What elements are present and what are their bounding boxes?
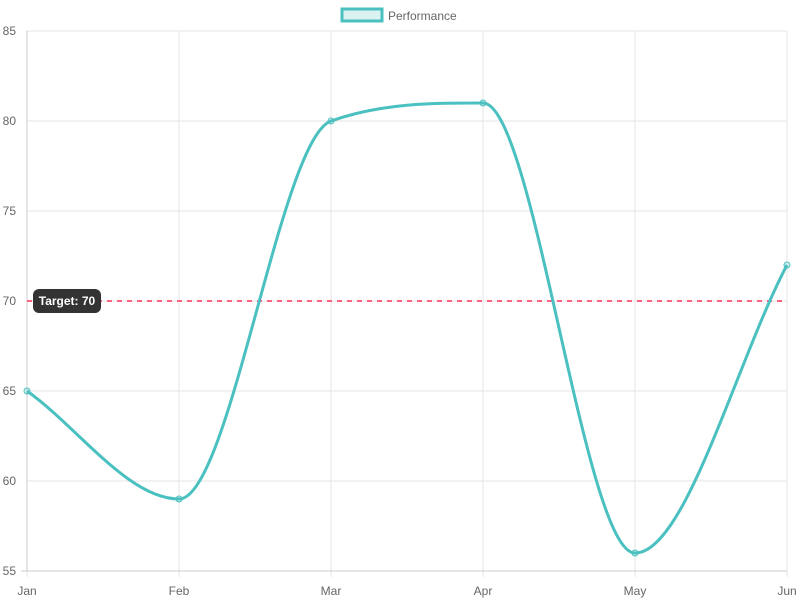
data-point[interactable]: [327, 117, 335, 125]
x-tick-label: Apr: [474, 584, 493, 598]
data-point[interactable]: [631, 549, 639, 557]
y-tick-label: 65: [3, 384, 17, 398]
x-tick-label: Mar: [321, 584, 342, 598]
series-performance: [23, 99, 791, 557]
target-label-background: [33, 289, 101, 313]
grid-lines: [26, 30, 788, 577]
legend-label-performance: Performance: [388, 9, 457, 23]
x-axis-ticks: Jan Feb Mar Apr May Jun: [17, 584, 796, 598]
x-tick-label: Jun: [777, 584, 796, 598]
target-label-text: Target: 70: [39, 294, 96, 308]
data-point[interactable]: [175, 495, 183, 503]
y-tick-label: 70: [3, 294, 17, 308]
data-points: [23, 99, 791, 557]
y-tick-label: 60: [3, 474, 17, 488]
x-tick-label: Jan: [17, 584, 36, 598]
data-point[interactable]: [783, 261, 791, 269]
y-axis-ticks: 55 60 65 70 75 80 85: [3, 24, 17, 578]
y-tick-label: 55: [3, 564, 17, 578]
data-point[interactable]: [23, 387, 31, 395]
legend[interactable]: Performance: [340, 7, 457, 23]
y-tick-label: 85: [3, 24, 17, 38]
data-point[interactable]: [479, 99, 487, 107]
y-tick-label: 80: [3, 114, 17, 128]
legend-swatch-performance: [340, 7, 384, 23]
series-line-performance: [26, 101, 789, 555]
target-label: Target: 70: [33, 289, 101, 313]
y-tick-label: 75: [3, 204, 17, 218]
x-tick-label: May: [624, 584, 647, 598]
x-tick-label: Feb: [169, 584, 190, 598]
